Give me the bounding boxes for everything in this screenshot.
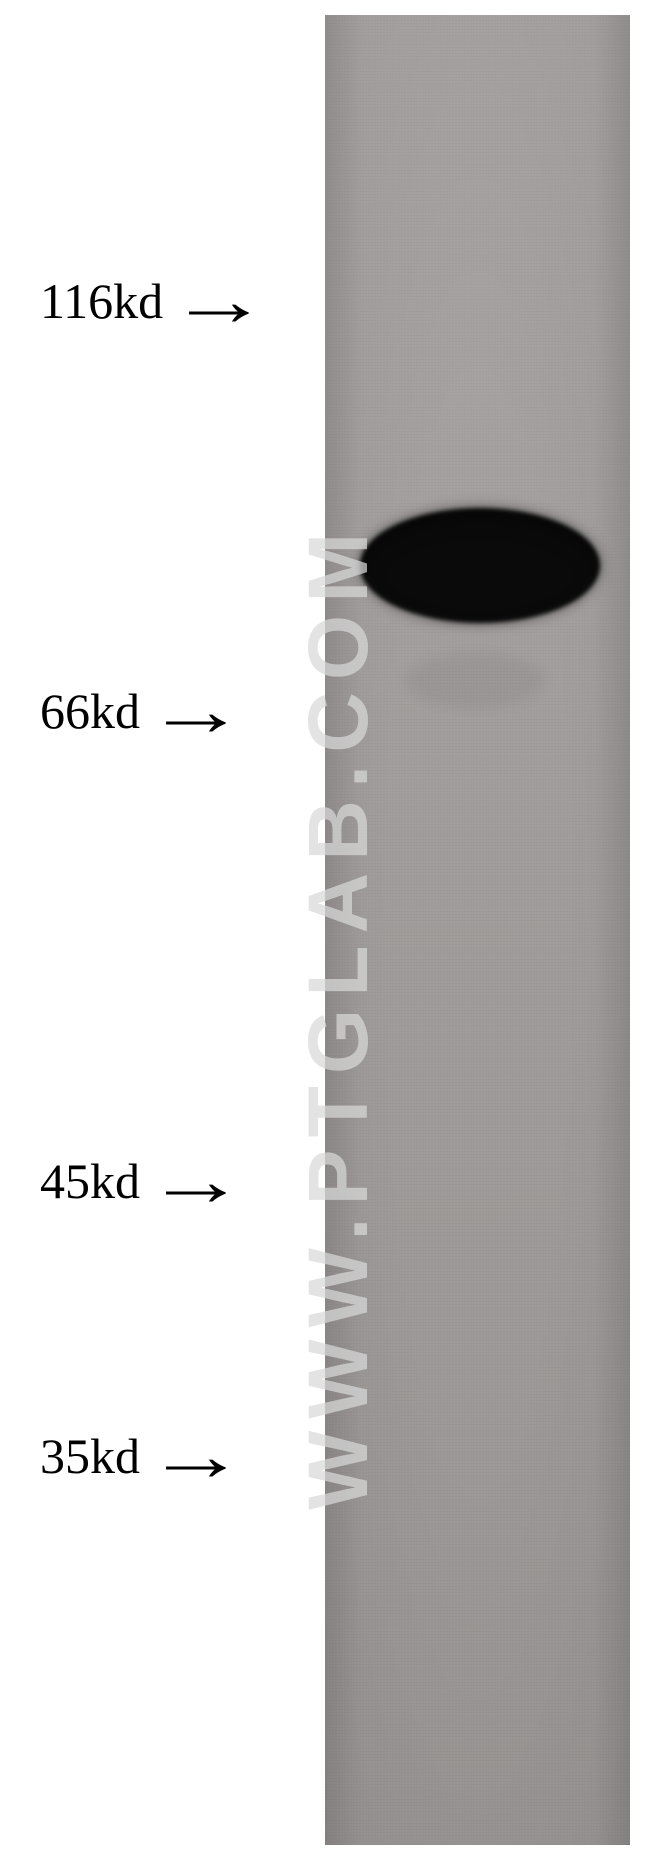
arrow-icon: → [146,1420,247,1492]
marker-row: 45kd → [40,1145,232,1217]
arrow-icon: → [146,1145,247,1217]
arrow-icon: → [146,675,247,747]
marker-label: 66kd [40,682,140,740]
marker-label: 116kd [40,272,163,330]
blot-lane [325,15,630,1845]
arrow-icon: → [169,265,270,337]
marker-row: 116kd → [40,265,255,337]
marker-label: 35kd [40,1427,140,1485]
marker-row: 35kd → [40,1420,232,1492]
marker-row: 66kd → [40,675,232,747]
protein-band-faint [405,653,545,708]
lane-vignette [325,15,630,1845]
marker-label: 45kd [40,1152,140,1210]
protein-band-main [360,508,600,623]
western-blot-figure: 116kd → 66kd → 45kd → 35kd → WWW.PTGLAB.… [0,0,650,1855]
